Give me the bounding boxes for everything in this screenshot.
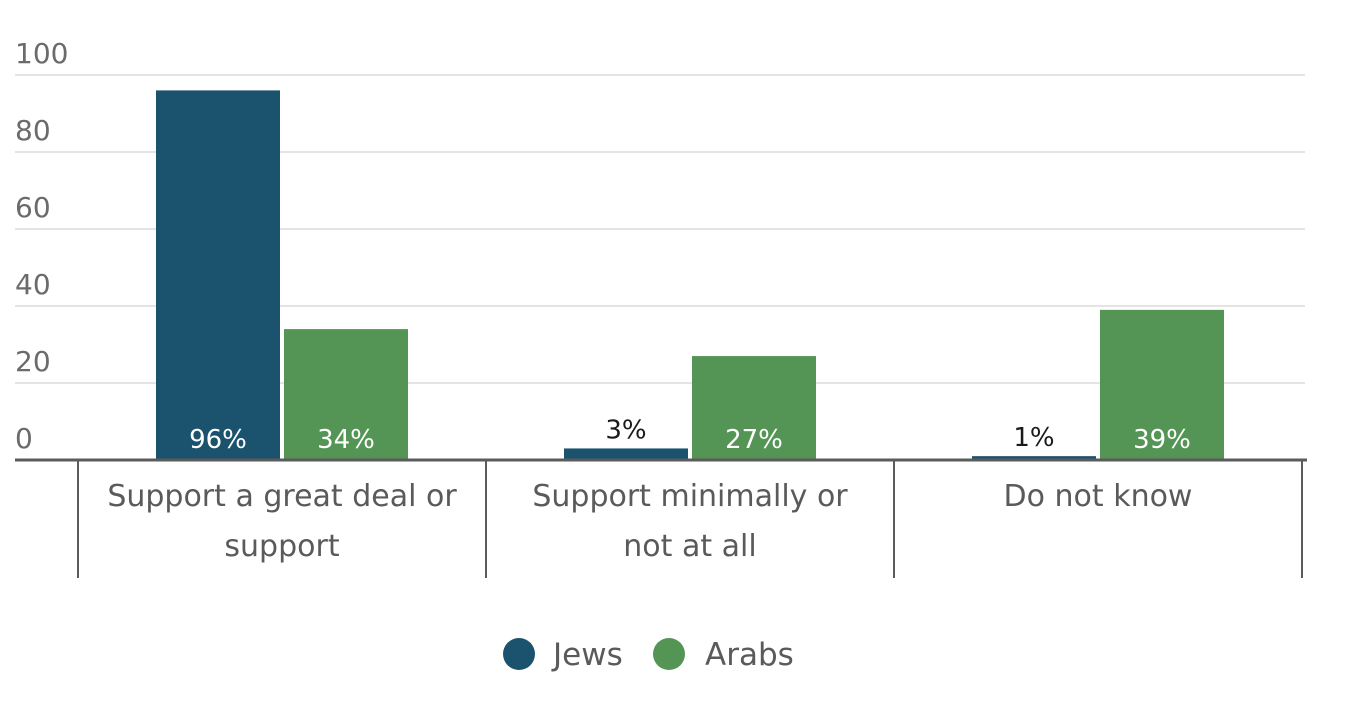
- y-tick-label-80: 80: [15, 114, 51, 147]
- category-label-2-line-0: Do not know: [1004, 479, 1193, 514]
- y-tick-label-60: 60: [15, 191, 51, 224]
- legend-label-jews: Jews: [551, 637, 623, 673]
- data-label-jews-2: 1%: [1013, 423, 1054, 453]
- data-label-arabs-1: 27%: [725, 425, 783, 455]
- y-tick-label-20: 20: [15, 345, 51, 378]
- category-label-1-line-1: not at all: [623, 529, 756, 564]
- x-axis: [15, 458, 1307, 578]
- y-axis-ticks: 0 20 40 60 80 100: [15, 37, 68, 455]
- bars: [156, 90, 1224, 461]
- legend-label-arabs: Arabs: [705, 637, 794, 673]
- bar-arabs-2: [1100, 309, 1224, 460]
- bar-jews-0: [156, 90, 280, 461]
- data-label-jews-1: 3%: [605, 415, 646, 445]
- legend-swatch-arabs: [653, 638, 685, 670]
- legend-swatch-jews: [503, 638, 535, 670]
- legend: Jews Arabs: [503, 637, 794, 673]
- bar-jews-2: [972, 456, 1096, 460]
- y-tick-label-0: 0: [15, 422, 33, 455]
- data-label-jews-0: 96%: [189, 425, 247, 455]
- bar-arabs-1: [692, 356, 816, 460]
- data-labels: 96% 3% 1% 34% 27% 39%: [189, 415, 1191, 455]
- category-label-1-line-0: Support minimally or: [532, 479, 848, 514]
- y-tick-label-100: 100: [15, 37, 68, 70]
- data-label-arabs-2: 39%: [1133, 425, 1191, 455]
- category-labels: Support a great deal or support Support mi…: [107, 479, 1192, 564]
- y-tick-label-40: 40: [15, 268, 51, 301]
- data-label-arabs-0: 34%: [317, 425, 375, 455]
- category-label-0-line-0: Support a great deal or: [107, 479, 457, 514]
- category-label-0-line-1: support: [224, 529, 339, 564]
- bar-arabs-0: [284, 329, 408, 460]
- bar-jews-1: [564, 448, 688, 460]
